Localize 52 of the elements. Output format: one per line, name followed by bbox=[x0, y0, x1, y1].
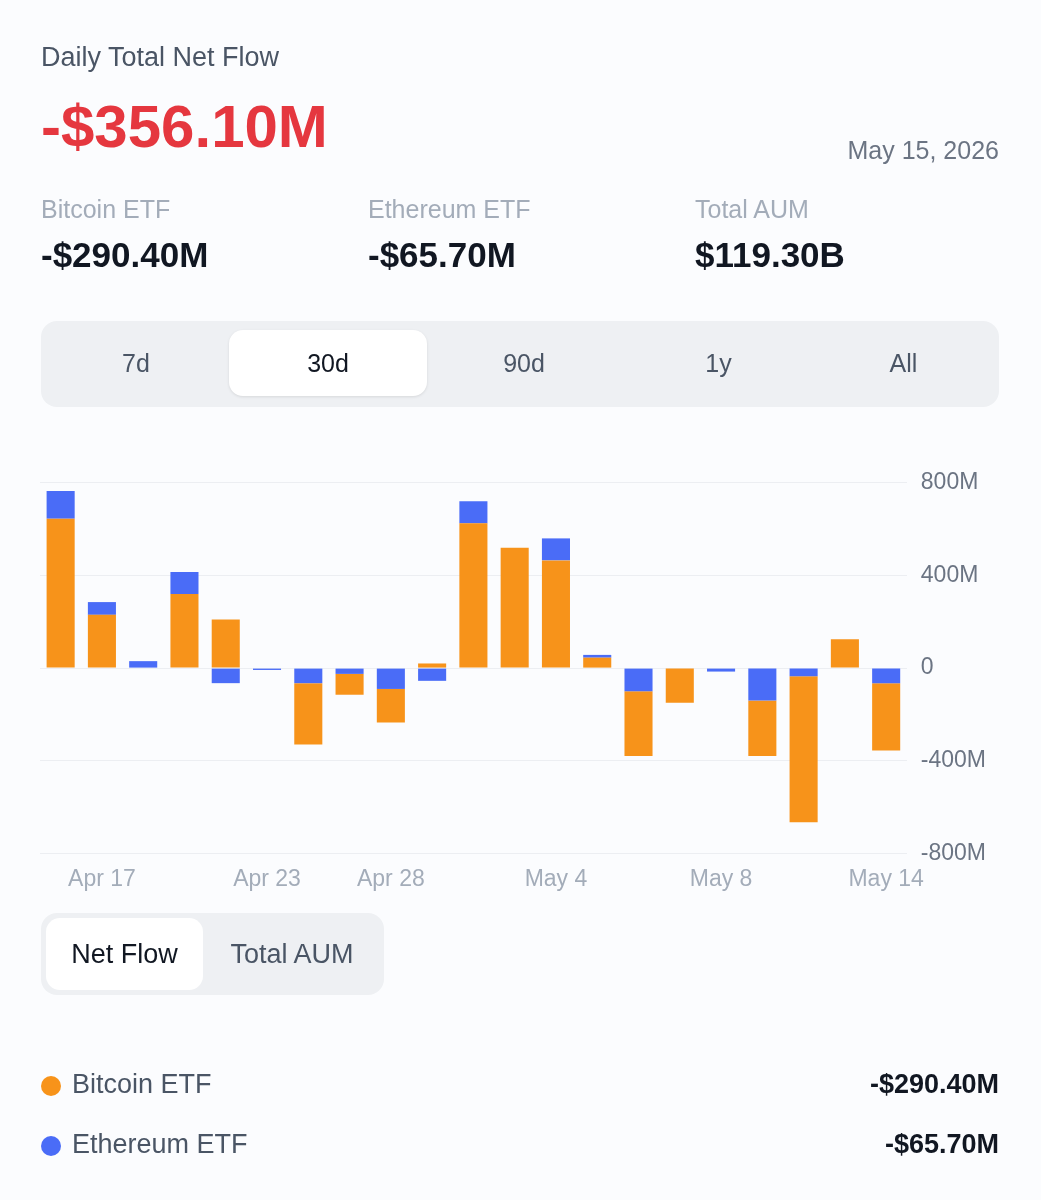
bar bbox=[830, 639, 859, 668]
bar bbox=[87, 602, 116, 615]
chart-title: Daily Total Net Flow bbox=[41, 42, 280, 73]
bar bbox=[418, 668, 447, 681]
text: 7d bbox=[121, 348, 151, 379]
bar bbox=[211, 668, 240, 684]
legend-label: Ethereum ETF bbox=[72, 1129, 248, 1160]
bar bbox=[129, 661, 158, 668]
bar bbox=[170, 593, 199, 668]
text: 1y bbox=[704, 348, 733, 379]
legend-label: Bitcoin ETF bbox=[72, 1069, 212, 1100]
bar bbox=[459, 523, 488, 668]
text: Total AUM bbox=[695, 195, 809, 224]
bar bbox=[665, 668, 694, 703]
x-tick-label: May 8 bbox=[689, 864, 753, 891]
text: Bitcoin ETF bbox=[41, 195, 171, 224]
bar bbox=[87, 614, 116, 668]
text: 30d bbox=[229, 330, 427, 396]
bar bbox=[46, 490, 75, 519]
text: -$65.70M bbox=[884, 1129, 999, 1160]
text: -$290.40M bbox=[41, 235, 209, 275]
x-tick-label: May 4 bbox=[524, 864, 588, 891]
bar bbox=[46, 518, 75, 668]
text: -$65.70M bbox=[368, 235, 516, 275]
y-tick-label: -800M bbox=[920, 838, 987, 865]
bar bbox=[459, 501, 488, 524]
y-tick-label: -400M bbox=[920, 746, 987, 773]
bar bbox=[170, 571, 199, 594]
text: All bbox=[888, 348, 919, 379]
x-tick-label: Apr 17 bbox=[68, 864, 136, 891]
bar bbox=[707, 668, 736, 672]
bar bbox=[211, 619, 240, 668]
y-tick-label: 800M bbox=[920, 468, 979, 495]
text: Ethereum ETF bbox=[368, 195, 531, 224]
chart-subtitle: -$356.10M bbox=[41, 92, 328, 161]
bar bbox=[500, 547, 529, 668]
x-tick-label: Apr 23 bbox=[233, 864, 301, 891]
x-tick-label: Apr 28 bbox=[356, 864, 425, 891]
text: 90d bbox=[502, 348, 546, 379]
y-tick-label: 400M bbox=[920, 560, 979, 587]
bar bbox=[583, 654, 612, 658]
text: Total AUM bbox=[229, 938, 355, 971]
bar bbox=[418, 663, 447, 668]
bar bbox=[541, 560, 570, 668]
text: -$290.40M bbox=[869, 1069, 999, 1100]
bar bbox=[583, 657, 612, 668]
y-tick-label: 0 bbox=[920, 653, 934, 680]
text: $119.30B bbox=[695, 235, 845, 275]
x-tick-label: May 14 bbox=[848, 864, 925, 891]
bar bbox=[541, 538, 570, 561]
text: Net Flow bbox=[46, 918, 203, 990]
text: May 15, 2026 bbox=[847, 136, 999, 165]
